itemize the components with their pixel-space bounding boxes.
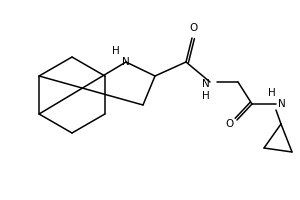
- Text: N: N: [278, 99, 286, 109]
- Text: H: H: [268, 88, 276, 98]
- Text: N: N: [202, 79, 210, 89]
- Text: H: H: [202, 91, 210, 101]
- Text: O: O: [190, 23, 198, 33]
- Text: N: N: [122, 57, 130, 67]
- Text: O: O: [226, 119, 234, 129]
- Text: H: H: [112, 46, 120, 56]
